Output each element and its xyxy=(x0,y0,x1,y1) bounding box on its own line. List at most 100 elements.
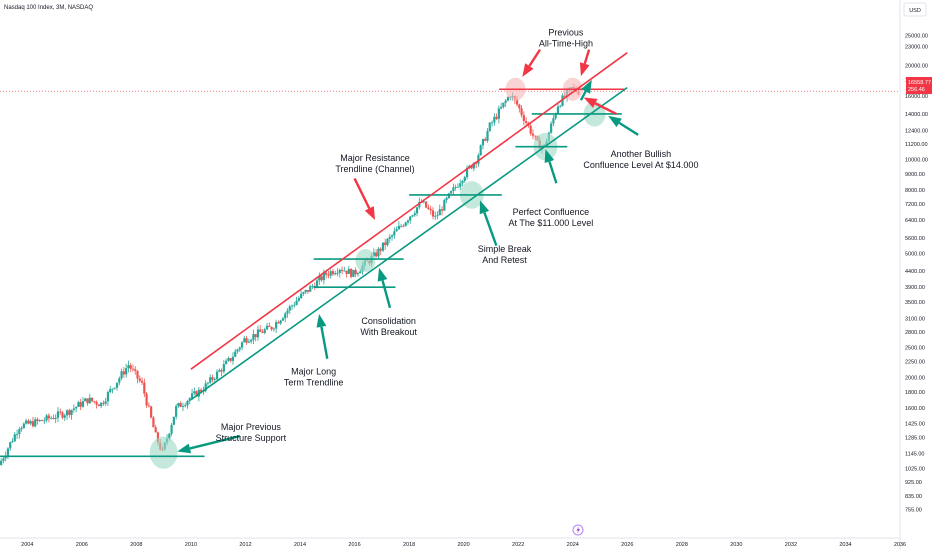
candle-body xyxy=(140,380,144,383)
candle-body xyxy=(486,131,489,141)
annotation-arrow xyxy=(483,212,498,247)
candle-body xyxy=(409,216,412,221)
candle-body xyxy=(529,125,532,134)
candle-body xyxy=(475,163,478,165)
candle-body xyxy=(229,358,232,361)
x-tick-label: 2018 xyxy=(403,542,415,548)
lightning-icon[interactable] xyxy=(572,524,584,536)
highlight-circle-2009 xyxy=(149,436,178,469)
price-badge: 16558.77 256.46 xyxy=(906,77,932,94)
candle-body xyxy=(461,180,464,184)
candle-body xyxy=(43,420,46,422)
candle-body xyxy=(411,215,414,217)
candle-body xyxy=(177,403,180,406)
y-tick-label: 2000.00 xyxy=(905,376,925,382)
candle-body xyxy=(225,360,228,365)
annotation-arrow xyxy=(189,434,241,450)
candle-body xyxy=(504,100,507,103)
candle-body xyxy=(190,393,194,399)
candle-body xyxy=(309,286,312,292)
candle-body xyxy=(25,420,28,424)
annotation-text: Consolidation xyxy=(361,316,416,326)
candle-body xyxy=(218,370,221,372)
candle-body xyxy=(431,210,435,217)
annotation-arrow xyxy=(594,102,617,116)
candle-body xyxy=(213,379,216,380)
currency-label: USD xyxy=(909,8,921,14)
y-tick-label: 12400.00 xyxy=(905,128,928,134)
candle-body xyxy=(227,358,230,361)
candle-body xyxy=(63,415,66,418)
arrow-head xyxy=(583,97,598,108)
candle-body xyxy=(522,115,525,122)
candle-body xyxy=(506,97,510,101)
candle-body xyxy=(193,391,196,394)
y-tick-label: 9000.00 xyxy=(905,172,925,178)
x-tick-label: 2024 xyxy=(567,542,579,548)
candle-body xyxy=(502,102,505,107)
candle-body xyxy=(109,389,112,393)
candle-body xyxy=(395,229,398,232)
candle-body xyxy=(497,108,500,119)
trendline xyxy=(190,52,628,370)
currency-button[interactable]: USD xyxy=(903,2,927,17)
candle-body xyxy=(479,145,482,156)
candle-body xyxy=(359,271,362,274)
annotation-text: Major Resistance xyxy=(340,153,410,163)
candle-body xyxy=(40,420,44,421)
candle-body xyxy=(13,434,16,442)
y-tick-label: 3100.00 xyxy=(905,316,925,322)
candle-body xyxy=(27,420,30,424)
candle-body xyxy=(179,403,182,407)
candle-body xyxy=(386,238,389,246)
candle-body xyxy=(438,209,441,216)
candle-body xyxy=(204,383,207,392)
arrow-head xyxy=(522,63,534,77)
candle-body xyxy=(481,139,485,146)
x-tick-label: 2012 xyxy=(239,542,251,548)
y-tick-label: 7200.00 xyxy=(905,202,925,208)
candle-body xyxy=(427,207,430,209)
candle-body xyxy=(154,427,157,433)
y-tick-label: 755.00 xyxy=(905,508,922,514)
candle-body xyxy=(200,389,203,392)
candle-body xyxy=(390,235,394,237)
y-tick-label: 2250.00 xyxy=(905,360,925,366)
candle-body xyxy=(315,280,319,288)
candle-body xyxy=(250,339,253,342)
candle-body xyxy=(381,242,385,251)
candle-body xyxy=(281,318,285,321)
candle-body xyxy=(554,113,557,119)
annotation-arrow xyxy=(548,161,558,184)
candle-body xyxy=(329,271,332,276)
candle-body xyxy=(404,222,407,226)
candle-body xyxy=(290,305,294,307)
candle-body xyxy=(84,398,87,402)
candle-body xyxy=(297,298,300,301)
candle-body xyxy=(222,364,225,372)
y-tick-label: 925.00 xyxy=(905,480,922,486)
x-tick-label: 2004 xyxy=(21,542,33,548)
candle-body xyxy=(375,252,378,257)
arrow-head xyxy=(581,79,592,94)
candle-body xyxy=(188,398,191,402)
candle-body xyxy=(354,269,357,275)
annotation-text: Perfect Confluence xyxy=(513,207,590,217)
drawing-tools xyxy=(0,48,900,469)
candle-body xyxy=(231,356,235,361)
candle-body xyxy=(304,289,307,293)
candle-body xyxy=(352,269,355,277)
annotation-text: Another Bullish xyxy=(611,149,672,159)
candle-body xyxy=(384,242,387,246)
candle-body xyxy=(347,268,350,274)
candle-body xyxy=(488,122,491,132)
candle-body xyxy=(181,406,185,407)
candle-body xyxy=(136,370,139,379)
candle-body xyxy=(459,183,462,187)
candle-body xyxy=(272,328,275,330)
candle-body xyxy=(0,460,3,466)
y-tick-label: 4400.00 xyxy=(905,269,925,275)
trendline xyxy=(190,86,628,401)
candle-body xyxy=(556,106,560,114)
